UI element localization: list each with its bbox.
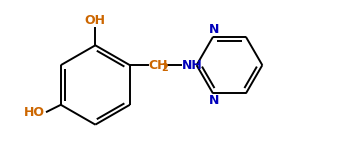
Text: N: N [209, 95, 219, 107]
Text: OH: OH [85, 15, 106, 27]
Text: N: N [209, 23, 219, 36]
Text: NH: NH [182, 59, 202, 72]
Text: CH: CH [149, 59, 168, 72]
Text: 2: 2 [162, 63, 168, 73]
Text: HO: HO [24, 106, 45, 119]
